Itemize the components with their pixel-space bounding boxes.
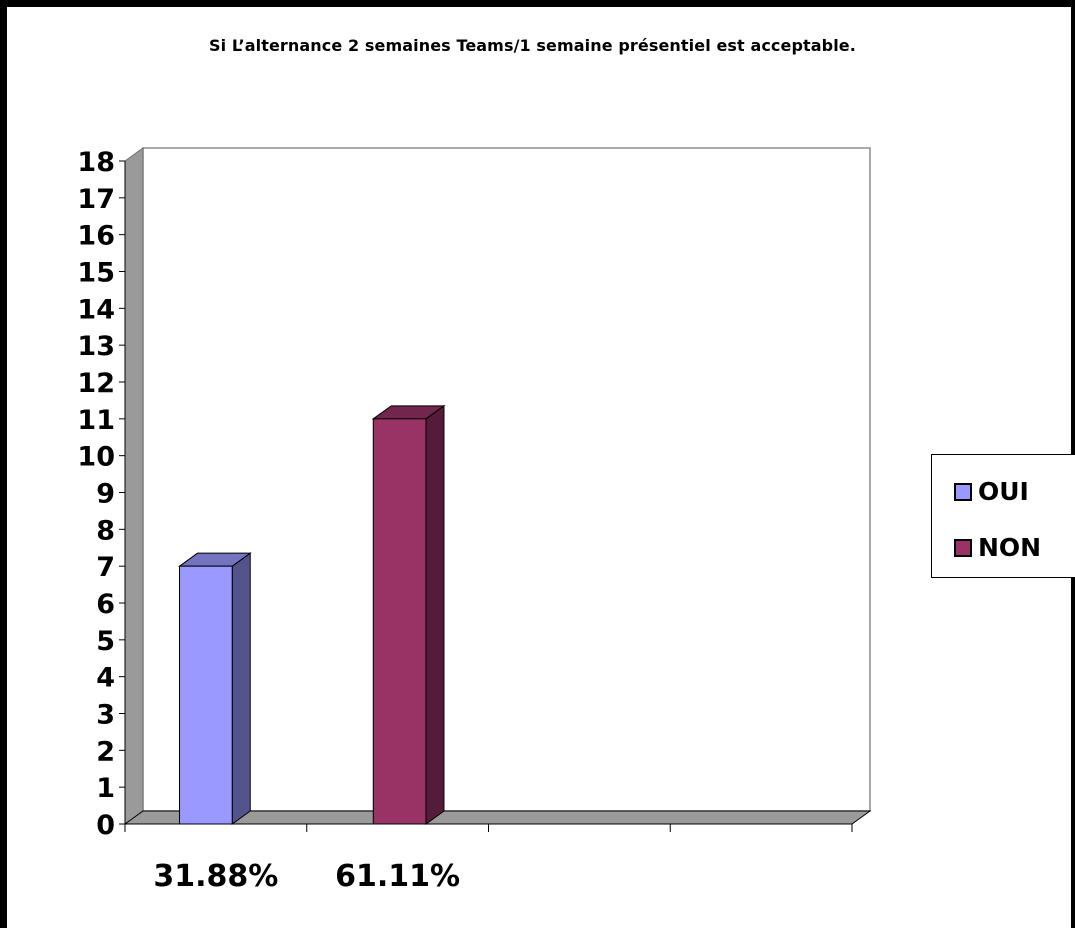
plot-side-wall [124,147,144,825]
y-tick-label: 9 [96,479,115,510]
legend-item-oui: OUI [954,477,1029,506]
legend-label-oui: OUI [978,477,1029,506]
y-tick-label: 18 [77,147,115,178]
y-tick-label: 2 [96,736,115,767]
bar-oui-side [231,552,251,825]
legend-swatch-non [954,538,972,557]
bar-non-side [425,404,445,825]
x-tick-label: 61.11% [335,859,460,894]
y-tick-label: 13 [77,331,115,362]
y-tick-label: 16 [77,221,115,252]
y-tick-label: 12 [77,368,115,399]
y-tick-label: 4 [96,663,115,694]
y-tick-label: 15 [77,258,115,289]
y-tick-label: 10 [77,442,115,473]
legend: OUI NON [931,454,1075,578]
legend-item-non: NON [954,533,1041,562]
y-tick-label: 5 [96,626,115,657]
y-tick-label: 14 [77,294,115,325]
y-tick-label: 7 [96,552,115,583]
y-tick-label: 3 [96,700,115,731]
y-tick-label: 11 [77,405,115,436]
y-tick-label: 17 [77,184,115,215]
plot-back-wall [142,147,871,812]
y-tick-label: 6 [96,589,115,620]
legend-swatch-oui [954,482,972,501]
y-tick-label: 1 [96,773,115,804]
bar-oui [179,565,233,825]
bar-non [372,418,427,825]
y-tick-label: 0 [96,810,115,841]
y-tick-label: 8 [96,515,115,546]
chart-title: Si L’alternance 2 semaines Teams/1 semai… [209,36,856,55]
x-tick-label: 31.88% [153,859,278,894]
legend-label-non: NON [978,533,1042,562]
